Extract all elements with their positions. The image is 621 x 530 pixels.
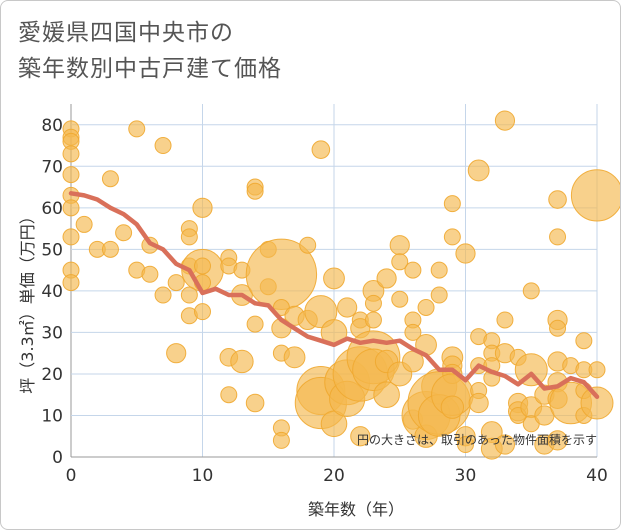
bubble-point	[62, 274, 80, 292]
bubble-point	[457, 436, 474, 454]
bubble-point	[467, 159, 490, 182]
bubble-point	[417, 298, 435, 316]
bubble-point	[548, 190, 567, 209]
bubble-point	[364, 294, 382, 312]
bubble-point	[154, 286, 172, 304]
bubble-point	[350, 426, 371, 447]
bubble-point	[62, 228, 80, 246]
bubbles	[62, 110, 620, 460]
bubble-point	[304, 295, 338, 329]
bubble-size-note: 円の大きさは、取引のあった物件面積を示す	[357, 432, 597, 447]
bubble-point	[167, 274, 185, 292]
bubble-point	[180, 286, 198, 304]
bubble-point	[141, 265, 159, 283]
bubble-point	[455, 243, 476, 264]
bubble-point	[180, 228, 198, 246]
x-axis-title: 築年数（年）	[308, 500, 404, 519]
bubble-point	[430, 261, 448, 279]
bubble-point	[468, 392, 489, 414]
chart-title: 愛媛県四国中央市の 築年数別中古戸建て価格	[18, 15, 282, 87]
bubble-point	[194, 303, 211, 321]
x-tick-label: 30	[455, 466, 477, 486]
bubble-point	[430, 286, 448, 304]
bubble-point	[166, 343, 187, 364]
bubble-point	[246, 182, 264, 200]
bubble-point	[549, 228, 567, 246]
bubble-point	[115, 224, 133, 242]
tick-labels: 0 10 20 30 40 0 10 20 30 40 50 60 70 80	[41, 116, 607, 486]
y-tick-label: 40	[41, 282, 63, 302]
bubble-point	[404, 323, 422, 341]
y-tick-label: 80	[41, 116, 63, 136]
bubble-point	[376, 268, 397, 289]
bubble-point	[311, 140, 331, 159]
y-tick-label: 50	[41, 240, 63, 260]
bubble-point	[220, 386, 238, 404]
bubble-point	[62, 199, 80, 217]
bubble-point	[570, 169, 620, 222]
chart-title-line-2: 築年数別中古戸建て価格	[18, 56, 282, 82]
y-tick-label: 70	[41, 157, 63, 177]
bubble-point	[547, 430, 568, 451]
x-tick-label: 0	[66, 466, 77, 486]
y-tick-label: 20	[41, 365, 63, 385]
bubble-point	[364, 311, 382, 329]
bubble-point	[246, 315, 264, 333]
bubble-point	[62, 145, 80, 163]
x-tick-label: 40	[586, 466, 608, 486]
bubble-point	[194, 257, 211, 275]
bubble-point	[128, 120, 146, 138]
bubble-point	[245, 393, 265, 413]
x-tick-label: 10	[192, 466, 214, 486]
bubble-point	[580, 386, 614, 420]
bubble-point	[101, 170, 119, 188]
bubble-point	[443, 228, 461, 246]
y-tick-label: 30	[41, 323, 63, 343]
bubble-point	[440, 395, 465, 419]
bubble-point	[373, 381, 400, 409]
average-price-line	[68, 191, 600, 400]
bubble-point	[496, 311, 514, 329]
bubble-point	[283, 346, 306, 369]
bubble-point	[154, 137, 172, 155]
bubble-point	[101, 240, 119, 258]
bubble-point	[588, 361, 606, 379]
bubble-point	[230, 349, 254, 374]
bubble-point	[299, 236, 317, 254]
bubble-point	[323, 267, 345, 290]
bubble-point	[192, 197, 213, 218]
bubble-point	[391, 290, 409, 308]
bubble-point	[522, 282, 540, 300]
chart-title-line-1: 愛媛県四国中央市の	[18, 20, 234, 46]
bubble-point	[494, 110, 516, 131]
y-tick-label: 0	[52, 448, 63, 468]
bubble-point	[549, 319, 567, 337]
bubble-point	[443, 195, 461, 213]
y-tick-label: 10	[41, 406, 63, 426]
bubble-point	[62, 166, 80, 184]
bubble-point	[389, 235, 410, 256]
bubble-point	[575, 332, 593, 350]
bubble-point	[494, 434, 516, 455]
y-tick-label: 60	[41, 199, 63, 219]
bubble-point	[272, 431, 290, 449]
bubble-point	[75, 215, 93, 233]
bubble-point	[404, 261, 422, 279]
bubble-point	[391, 253, 409, 271]
bubble-point	[337, 297, 358, 318]
x-tick-label: 20	[323, 466, 345, 486]
y-axis-title: 坪（3.3㎡）単価（万円）	[18, 208, 37, 393]
